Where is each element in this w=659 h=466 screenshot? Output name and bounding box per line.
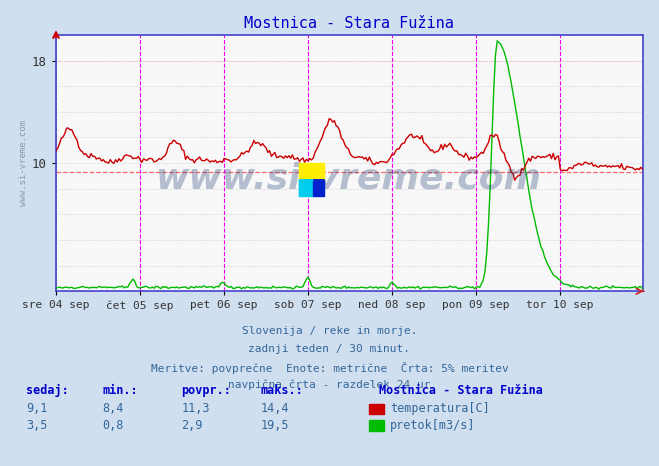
Text: navpična črta - razdelek 24 ur: navpična črta - razdelek 24 ur — [228, 379, 431, 390]
Text: temperatura[C]: temperatura[C] — [390, 403, 490, 415]
Text: min.:: min.: — [102, 384, 138, 397]
Text: Slovenija / reke in morje.: Slovenija / reke in morje. — [242, 326, 417, 336]
Text: povpr.:: povpr.: — [181, 384, 231, 397]
Text: 14,4: 14,4 — [260, 403, 289, 415]
Text: pretok[m3/s]: pretok[m3/s] — [390, 419, 476, 432]
Polygon shape — [313, 180, 324, 197]
Text: 9,1: 9,1 — [26, 403, 47, 415]
Bar — [299, 163, 324, 180]
Text: 0,8: 0,8 — [102, 419, 123, 432]
Title: Mostnica - Stara Fužina: Mostnica - Stara Fužina — [244, 16, 454, 31]
Text: 8,4: 8,4 — [102, 403, 123, 415]
Text: www.si-vreme.com: www.si-vreme.com — [19, 120, 28, 206]
Polygon shape — [299, 180, 313, 197]
Text: 19,5: 19,5 — [260, 419, 289, 432]
Bar — [299, 180, 313, 197]
Text: 11,3: 11,3 — [181, 403, 210, 415]
Text: zadnji teden / 30 minut.: zadnji teden / 30 minut. — [248, 344, 411, 354]
Text: 2,9: 2,9 — [181, 419, 202, 432]
Text: 3,5: 3,5 — [26, 419, 47, 432]
Bar — [313, 180, 324, 197]
Text: www.si-vreme.com: www.si-vreme.com — [156, 162, 542, 195]
Text: Mostnica - Stara Fužina: Mostnica - Stara Fužina — [379, 384, 543, 397]
Text: Meritve: povprečne  Enote: metrične  Črta: 5% meritev: Meritve: povprečne Enote: metrične Črta:… — [151, 362, 508, 374]
Text: sedaj:: sedaj: — [26, 384, 69, 397]
Text: maks.:: maks.: — [260, 384, 303, 397]
